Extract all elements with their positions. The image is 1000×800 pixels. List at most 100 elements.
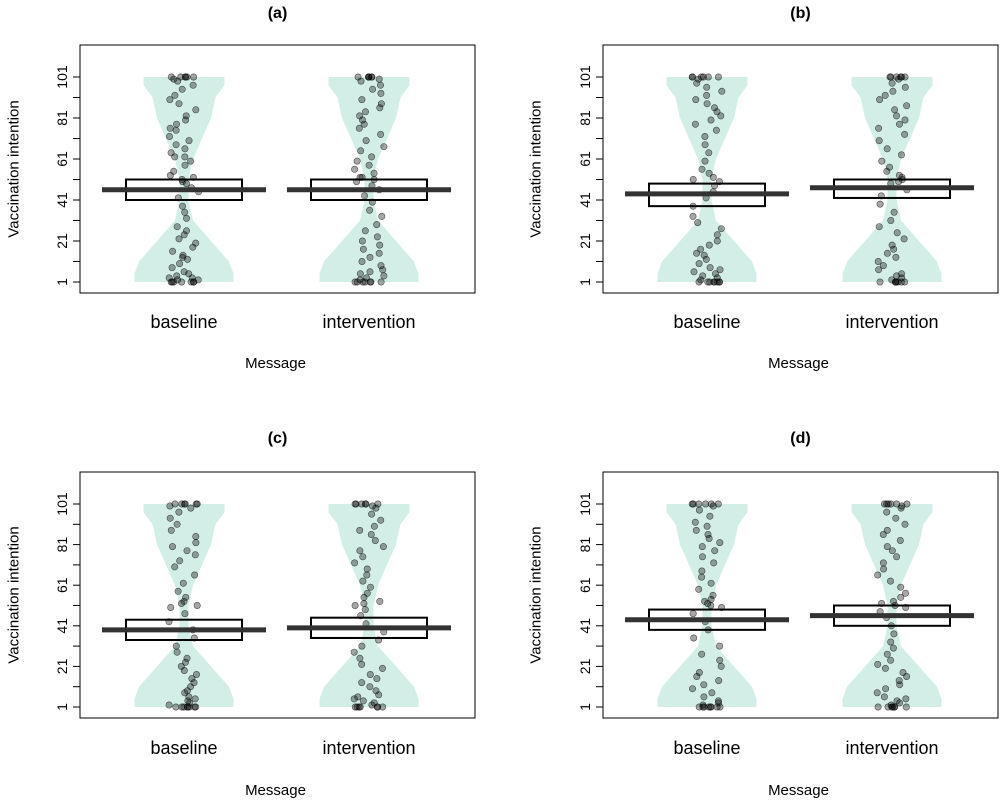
y-tick-label: 21	[54, 658, 70, 674]
data-point	[689, 176, 697, 184]
data-point	[362, 137, 370, 145]
data-point	[366, 670, 374, 678]
y-tick-label: 61	[54, 151, 70, 167]
data-point	[898, 274, 906, 282]
data-point	[185, 137, 193, 145]
data-point	[901, 116, 909, 124]
y-axis-label: Vaccination intention	[6, 526, 23, 663]
y-tick-label: 41	[577, 192, 593, 208]
data-point	[886, 73, 894, 81]
data-point	[705, 149, 713, 157]
data-point	[361, 227, 369, 235]
data-point	[690, 634, 698, 642]
data-point	[183, 227, 191, 235]
data-point	[879, 559, 887, 567]
data-point	[192, 500, 200, 508]
data-point	[356, 547, 364, 555]
data-point	[707, 703, 715, 711]
data-point	[691, 120, 699, 128]
panel-3: (c) 1 21 41 61 81 101 Vaccination intention Mess…	[6, 430, 476, 799]
data-point	[883, 650, 891, 658]
data-point	[880, 565, 888, 573]
data-point	[698, 567, 706, 575]
data-point	[692, 96, 700, 104]
data-point	[892, 112, 900, 120]
data-point	[166, 514, 174, 522]
data-point	[893, 229, 901, 237]
data-point	[372, 504, 380, 512]
data-point	[889, 644, 897, 652]
category-label: baseline	[673, 312, 740, 332]
data-point	[717, 662, 725, 670]
data-point	[192, 532, 200, 540]
data-point	[901, 73, 909, 81]
panel-title: (b)	[790, 5, 810, 22]
data-point	[883, 526, 891, 534]
data-point	[368, 73, 376, 81]
data-point	[377, 89, 385, 97]
data-point	[698, 573, 706, 581]
y-tick-label: 21	[577, 658, 593, 674]
plot-frame	[602, 471, 999, 719]
data-point	[166, 124, 174, 132]
data-point	[175, 100, 183, 108]
data-point	[697, 245, 705, 253]
data-point	[887, 638, 895, 646]
data-point	[172, 141, 180, 149]
data-point	[178, 278, 186, 286]
data-point	[695, 506, 703, 514]
category-label: intervention	[845, 738, 938, 758]
data-point	[172, 126, 180, 134]
y-tick-label: 81	[54, 537, 70, 553]
data-point	[191, 695, 199, 703]
data-point	[179, 579, 187, 587]
data-point	[704, 73, 712, 81]
data-point	[358, 257, 366, 265]
data-point	[704, 278, 712, 286]
data-point	[888, 703, 896, 711]
data-point	[178, 85, 186, 93]
data-point	[169, 543, 177, 551]
data-point	[900, 235, 908, 243]
data-point	[888, 547, 896, 555]
data-point	[716, 642, 724, 650]
data-point	[713, 231, 721, 239]
data-point	[357, 147, 365, 155]
data-point	[170, 167, 178, 175]
data-point	[362, 274, 370, 282]
data-point	[368, 510, 376, 518]
data-point	[874, 703, 882, 711]
y-tick-label: 81	[577, 537, 593, 553]
data-point	[693, 672, 701, 680]
y-tick-label: 81	[577, 110, 593, 126]
data-point	[174, 587, 182, 595]
y-tick-label: 101	[577, 65, 593, 89]
data-point	[893, 553, 901, 561]
data-point	[366, 206, 374, 214]
data-point	[166, 96, 174, 104]
data-point	[690, 268, 698, 276]
data-point	[716, 266, 724, 274]
data-point	[376, 104, 384, 112]
data-point	[179, 202, 187, 210]
data-point	[353, 157, 361, 165]
data-point	[372, 687, 380, 695]
data-point	[703, 100, 711, 108]
data-point	[181, 500, 189, 508]
category-label: baseline	[150, 312, 217, 332]
data-point	[375, 691, 383, 699]
data-point	[901, 130, 909, 138]
data-point	[356, 112, 364, 120]
category-label: intervention	[322, 312, 415, 332]
data-point	[180, 268, 188, 276]
data-point	[183, 547, 191, 555]
data-point	[363, 589, 371, 597]
data-point	[707, 595, 715, 603]
data-point	[893, 697, 901, 705]
data-point	[718, 87, 726, 95]
data-point	[187, 504, 195, 512]
data-point	[708, 689, 716, 697]
data-point	[714, 500, 722, 508]
data-point	[710, 104, 718, 112]
